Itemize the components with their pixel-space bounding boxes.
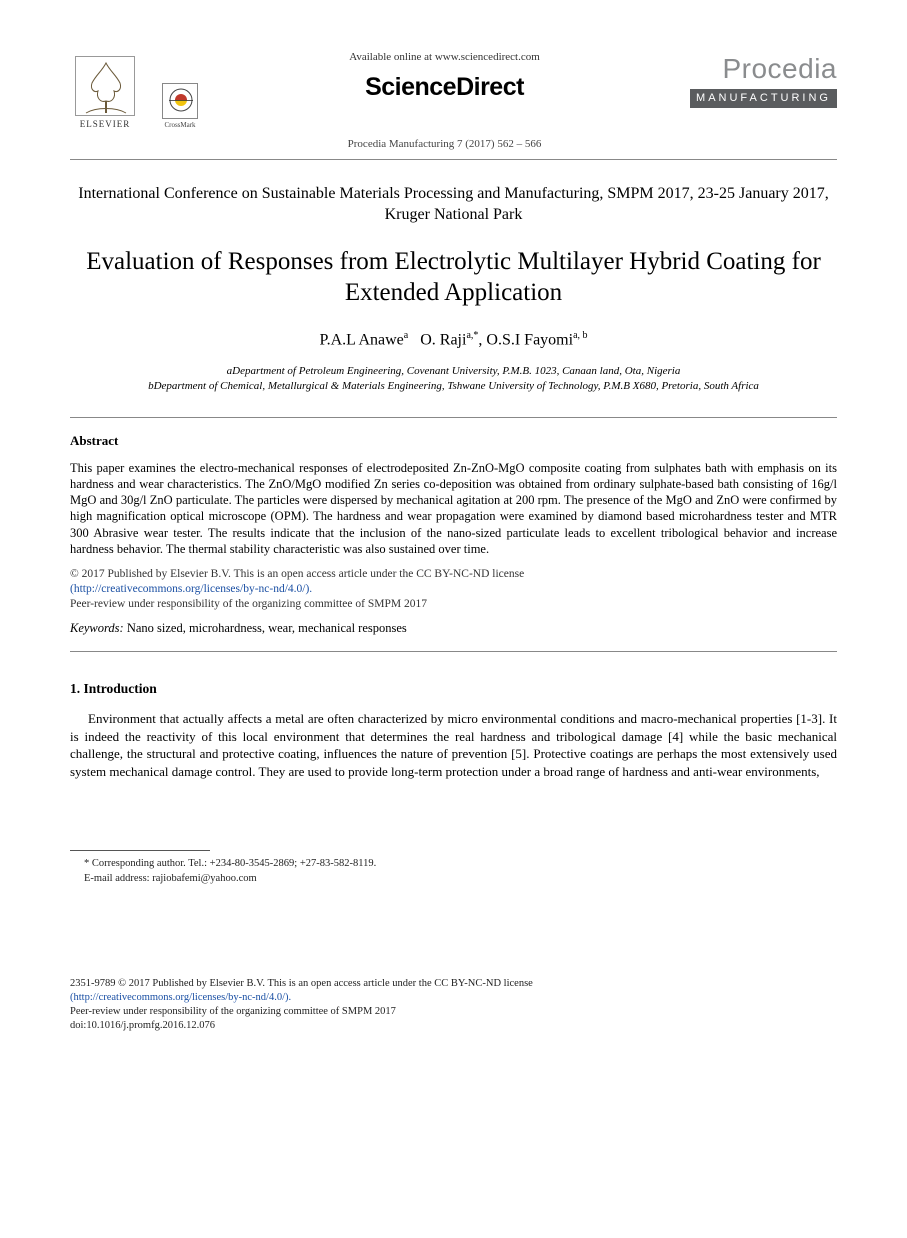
- affiliation-b: bDepartment of Chemical, Metallurgical &…: [70, 379, 837, 393]
- footer-license-url[interactable]: (http://creativecommons.org/licenses/by-…: [70, 992, 291, 1003]
- available-online-text: Available online at www.sciencedirect.co…: [212, 50, 677, 65]
- elsevier-logo: ELSEVIER: [70, 50, 140, 130]
- left-logo-group: ELSEVIER CrossMark: [70, 50, 202, 130]
- license-url[interactable]: (http://creativecommons.org/licenses/by-…: [70, 583, 312, 595]
- procedia-brand: Procedia: [687, 50, 837, 88]
- intro-heading: 1. Introduction: [70, 680, 837, 698]
- author-3: O.S.I Fayomi: [486, 331, 573, 348]
- license-peer-review: Peer-review under responsibility of the …: [70, 598, 427, 610]
- corr-author-line: * Corresponding author. Tel.: +234-80-35…: [84, 857, 837, 872]
- author-2: O. Raji: [420, 331, 466, 348]
- procedia-logo: Procedia MANUFACTURING: [687, 50, 837, 108]
- footer-doi: doi:10.1016/j.promfg.2016.12.076: [70, 1019, 837, 1033]
- crossmark-label: CrossMark: [158, 121, 202, 130]
- authors-line: P.A.L Anawea O. Rajia,*, O.S.I Fayomia, …: [70, 329, 837, 351]
- email-label: E-mail address:: [84, 873, 150, 884]
- page-footer: 2351-9789 © 2017 Published by Elsevier B…: [70, 977, 837, 1034]
- footer-peer-review: Peer-review under responsibility of the …: [70, 1005, 837, 1019]
- keywords-line: Keywords: Nano sized, microhardness, wea…: [70, 620, 837, 637]
- conference-line: International Conference on Sustainable …: [70, 184, 837, 226]
- intro-body: Environment that actually affects a meta…: [70, 710, 837, 780]
- author-1-sup: a: [404, 330, 408, 341]
- license-block: © 2017 Published by Elsevier B.V. This i…: [70, 567, 837, 612]
- footnote-rule: [70, 850, 210, 851]
- author-3-sup: a, b: [573, 330, 587, 341]
- abstract-heading: Abstract: [70, 432, 837, 450]
- email-address: rajiobafemi@yahoo.com: [150, 873, 257, 884]
- header-rule: [70, 159, 837, 160]
- author-2-sup: a,*: [466, 330, 478, 341]
- keywords-text: Nano sized, microhardness, wear, mechani…: [124, 621, 407, 635]
- citation-line: Procedia Manufacturing 7 (2017) 562 – 56…: [212, 137, 677, 152]
- header-center: Available online at www.sciencedirect.co…: [202, 50, 687, 151]
- elsevier-tree-icon: [75, 56, 135, 116]
- procedia-subbrand: MANUFACTURING: [690, 89, 837, 108]
- keywords-label: Keywords:: [70, 621, 124, 635]
- author-1: P.A.L Anawe: [319, 331, 403, 348]
- license-line1: © 2017 Published by Elsevier B.V. This i…: [70, 568, 524, 580]
- abstract-body: This paper examines the electro-mechanic…: [70, 460, 837, 558]
- page-header: ELSEVIER CrossMark Available online at w…: [70, 50, 837, 151]
- crossmark-badge[interactable]: CrossMark: [158, 83, 202, 130]
- abstract-top-rule: [70, 417, 837, 418]
- crossmark-icon: [162, 83, 198, 119]
- paper-title: Evaluation of Responses from Electrolyti…: [70, 246, 837, 309]
- affiliation-a: aDepartment of Petroleum Engineering, Co…: [70, 364, 837, 378]
- abstract-bottom-rule: [70, 651, 837, 652]
- elsevier-label: ELSEVIER: [80, 118, 131, 130]
- footer-issn-line: 2351-9789 © 2017 Published by Elsevier B…: [70, 977, 837, 991]
- sciencedirect-logo: ScienceDirect: [212, 71, 677, 105]
- affiliations: aDepartment of Petroleum Engineering, Co…: [70, 364, 837, 393]
- corresponding-author-footnote: * Corresponding author. Tel.: +234-80-35…: [84, 857, 837, 886]
